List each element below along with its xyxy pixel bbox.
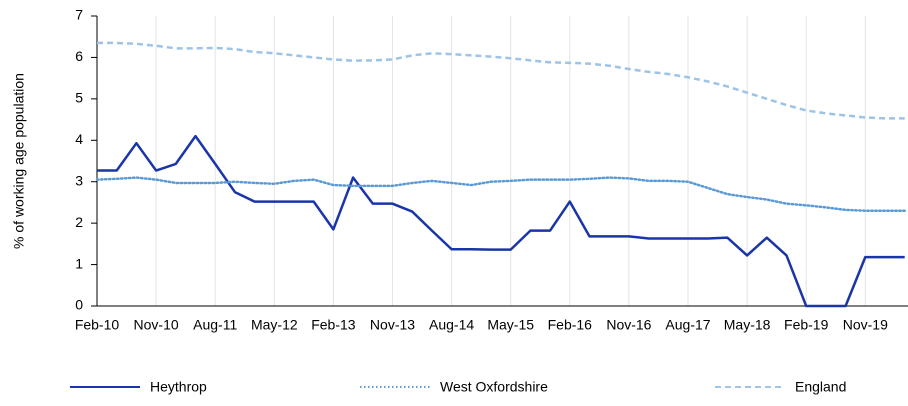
y-tick-label: 0 — [75, 297, 83, 313]
x-tick-label: Feb-19 — [784, 317, 829, 333]
x-tick-label: Aug-14 — [429, 317, 474, 333]
series-line — [97, 134, 905, 308]
y-tick-label: 7 — [75, 7, 83, 23]
legend-label: England — [795, 379, 846, 395]
x-tick-label: Feb-16 — [548, 317, 593, 333]
legend-label: Heythrop — [150, 379, 207, 395]
y-tick-label: 4 — [75, 131, 83, 147]
x-tick-label: Aug-17 — [665, 317, 710, 333]
y-tick-label: 3 — [75, 172, 83, 188]
x-tick-label: Feb-13 — [311, 317, 356, 333]
x-tick-label: May-18 — [724, 317, 771, 333]
y-tick-label: 6 — [75, 48, 83, 64]
x-tick-label: Nov-13 — [370, 317, 415, 333]
series-line — [97, 41, 905, 120]
x-tick-label: Feb-10 — [75, 317, 120, 333]
x-tick-label: Nov-16 — [606, 317, 651, 333]
x-tick-label: Nov-10 — [134, 317, 179, 333]
y-tick-label: 2 — [75, 214, 83, 230]
x-tick-label: Nov-19 — [843, 317, 888, 333]
y-axis-label: % of working age population — [11, 73, 27, 249]
x-tick-label: Aug-11 — [193, 317, 237, 333]
x-tick-label: May-15 — [487, 317, 534, 333]
y-tick-label: 5 — [75, 90, 83, 106]
y-tick-label: 1 — [75, 255, 83, 271]
series-line — [95, 176, 906, 212]
legend-label: West Oxfordshire — [440, 379, 548, 395]
x-tick-label: May-12 — [251, 317, 298, 333]
